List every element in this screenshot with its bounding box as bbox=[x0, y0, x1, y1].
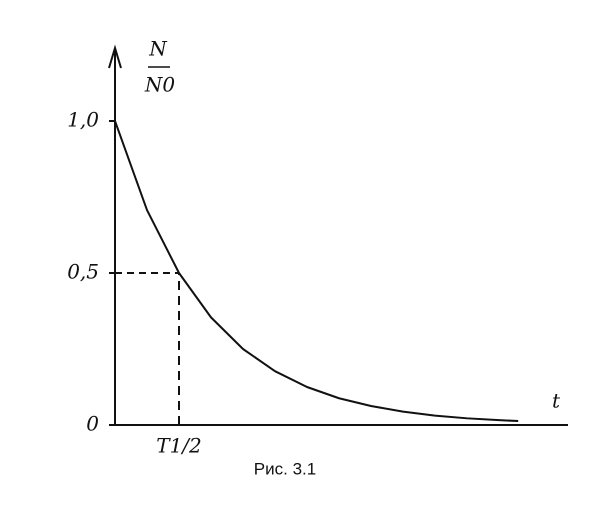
y-tick-label: 0,5 bbox=[67, 260, 99, 284]
caption: Рис. 3.1 bbox=[254, 459, 316, 478]
x-tick-label: T1/2 bbox=[156, 434, 202, 458]
decay-curve bbox=[114, 120, 519, 423]
y-label-denominator: N0 bbox=[144, 73, 176, 97]
y-label-numerator: N bbox=[148, 37, 168, 61]
y-tick-label: 1,0 bbox=[67, 108, 99, 132]
x-label: t bbox=[552, 389, 561, 413]
y-axis-arrow bbox=[108, 44, 122, 69]
y-tick-label: 0 bbox=[86, 412, 99, 436]
